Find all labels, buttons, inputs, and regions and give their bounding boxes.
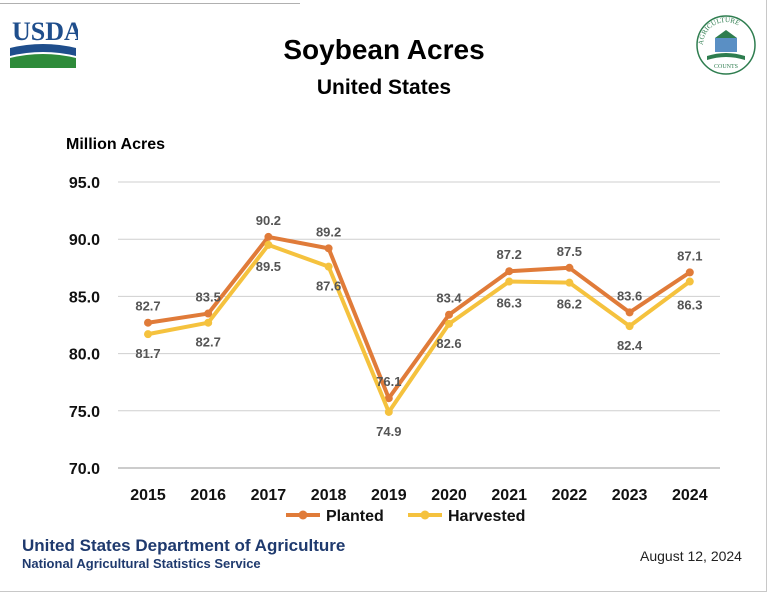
data-label-harvested: 81.7	[135, 346, 160, 361]
svg-text:COUNTS: COUNTS	[714, 64, 738, 70]
data-point	[505, 267, 514, 276]
data-point	[445, 319, 453, 328]
data-point	[324, 262, 333, 271]
x-tick-label: 2019	[371, 487, 407, 504]
data-label-harvested: 86.3	[677, 298, 702, 313]
x-tick-label: 2020	[431, 487, 467, 504]
y-tick-label: 95.0	[69, 175, 100, 192]
data-label-planted: 82.7	[135, 299, 160, 314]
y-tick-label: 75.0	[69, 404, 100, 421]
legend-marker-harvested	[420, 510, 430, 520]
data-label-harvested: 82.6	[436, 336, 461, 351]
series-line-harvested	[147, 242, 691, 414]
data-point	[685, 268, 694, 277]
y-tick-label: 70.0	[69, 461, 100, 478]
data-label-harvested: 86.3	[497, 296, 522, 311]
legend-label-harvested: Harvested	[448, 508, 525, 525]
series-line-planted	[147, 234, 691, 401]
data-label-planted: 89.2	[316, 224, 341, 239]
data-point	[625, 308, 634, 317]
data-label-planted: 83.6	[617, 288, 642, 303]
data-point	[565, 278, 574, 287]
data-label-planted: 83.4	[436, 291, 462, 306]
data-point	[625, 322, 634, 331]
y-axis-label: Million Acres	[66, 136, 165, 153]
data-label-harvested: 86.2	[557, 297, 582, 312]
x-tick-label: 2016	[190, 487, 226, 504]
agriculture-counts-logo: AGRICULTURE COUNTS	[696, 15, 756, 75]
data-point	[204, 318, 213, 327]
data-label-planted: 87.2	[497, 247, 522, 262]
data-label-planted: 76.1	[376, 374, 401, 389]
data-point	[384, 407, 393, 416]
x-tick-label: 2022	[552, 487, 588, 504]
data-label-harvested: 87.6	[316, 279, 341, 294]
data-point	[445, 310, 453, 319]
legend-marker-planted	[298, 510, 308, 520]
header-rule	[0, 3, 300, 4]
data-label-harvested: 82.4	[617, 338, 643, 353]
data-label-planted: 87.5	[557, 244, 582, 259]
y-tick-label: 85.0	[69, 289, 100, 306]
data-point	[565, 263, 574, 272]
data-label-planted: 83.5	[196, 290, 221, 305]
data-label-harvested: 82.7	[196, 335, 221, 350]
x-tick-label: 2018	[311, 487, 347, 504]
footer-agency: National Agricultural Statistics Service	[22, 556, 261, 571]
x-tick-label: 2015	[130, 487, 166, 504]
data-point	[384, 394, 393, 403]
page-subtitle: United States	[316, 76, 452, 99]
footer-date: August 12, 2024	[640, 548, 742, 564]
footer-organization: United States Department of Agriculture	[22, 536, 346, 555]
x-tick-label: 2017	[251, 487, 287, 504]
usda-logo: USDA	[10, 17, 78, 68]
x-tick-label: 2024	[672, 487, 708, 504]
legend-label-planted: Planted	[326, 508, 384, 525]
data-point	[144, 318, 152, 327]
data-label-harvested: 89.5	[256, 259, 281, 274]
data-label-planted: 87.1	[677, 248, 702, 263]
y-tick-label: 90.0	[69, 232, 100, 249]
x-tick-label: 2023	[612, 487, 648, 504]
data-point	[264, 240, 273, 249]
y-tick-label: 80.0	[69, 347, 100, 364]
page-title: Soybean Acres	[283, 34, 485, 65]
usda-logo-text: USDA	[12, 17, 78, 46]
data-point	[264, 232, 273, 241]
data-point	[204, 309, 213, 318]
data-point	[685, 277, 694, 286]
data-label-planted: 90.2	[256, 213, 281, 228]
data-point	[144, 330, 152, 339]
data-point	[505, 277, 514, 286]
data-label-harvested: 74.9	[376, 424, 401, 439]
x-tick-label: 2021	[491, 487, 527, 504]
data-point	[324, 244, 333, 253]
